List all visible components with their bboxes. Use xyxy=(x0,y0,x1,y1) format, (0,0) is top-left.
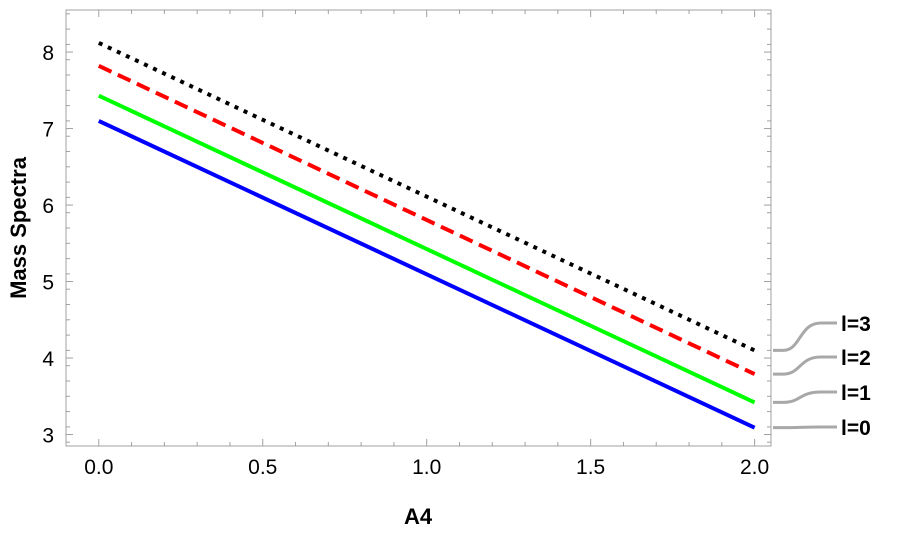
x-tick-label: 0.0 xyxy=(84,456,113,479)
series-line-l-1 xyxy=(97,93,756,405)
plot-frame xyxy=(65,9,772,447)
x-tick-label: 1.0 xyxy=(412,456,441,479)
x-tick-marks: 0.0 0.5 1.0 1.5 2.0 xyxy=(65,10,769,479)
y-axis-title: Mass Spectra xyxy=(6,156,31,299)
series-line-l-2 xyxy=(97,64,756,376)
y-tick-label: 4 xyxy=(42,348,54,371)
y-tick-label: 8 xyxy=(42,42,54,65)
y-tick-label: 3 xyxy=(42,425,54,448)
y-tick-label: 7 xyxy=(42,119,54,142)
x-tick-label: 0.5 xyxy=(248,456,277,479)
y-tick-label: 5 xyxy=(42,272,54,295)
series-line-l-3 xyxy=(97,41,756,353)
legend-callout-line xyxy=(773,390,837,404)
legend-label: l=1 xyxy=(841,382,871,405)
legend-callouts: l=0 l=1 l=2 l=3 xyxy=(773,313,871,440)
legend-callout-line xyxy=(773,425,837,430)
x-axis-title: A4 xyxy=(404,504,433,529)
series-line-l-0 xyxy=(97,119,756,430)
legend-callout-line xyxy=(773,321,837,352)
y-tick-marks: 3 4 5 6 7 8 xyxy=(42,13,771,448)
legend-label: l=3 xyxy=(841,313,871,336)
x-tick-label: 1.5 xyxy=(576,456,605,479)
legend-callout-line xyxy=(773,355,837,376)
legend-label: l=2 xyxy=(841,347,871,370)
series-lines xyxy=(97,41,756,430)
x-tick-label: 2.0 xyxy=(740,456,769,479)
y-tick-label: 6 xyxy=(42,195,54,218)
legend-label: l=0 xyxy=(841,417,871,440)
